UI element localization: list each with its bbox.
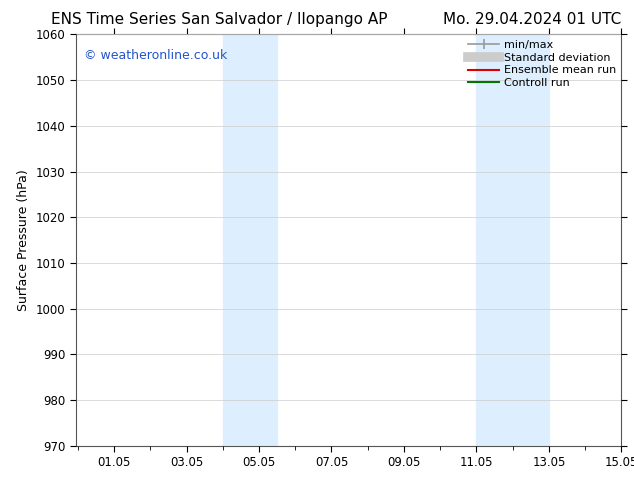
Legend: min/max, Standard deviation, Ensemble mean run, Controll run: min/max, Standard deviation, Ensemble me… <box>466 38 618 91</box>
Text: ENS Time Series San Salvador / Ilopango AP: ENS Time Series San Salvador / Ilopango … <box>51 12 387 27</box>
Bar <box>476 34 549 446</box>
Text: Mo. 29.04.2024 01 UTC: Mo. 29.04.2024 01 UTC <box>443 12 621 27</box>
Y-axis label: Surface Pressure (hPa): Surface Pressure (hPa) <box>17 169 30 311</box>
Text: © weatheronline.co.uk: © weatheronline.co.uk <box>84 49 228 62</box>
Bar <box>223 34 277 446</box>
